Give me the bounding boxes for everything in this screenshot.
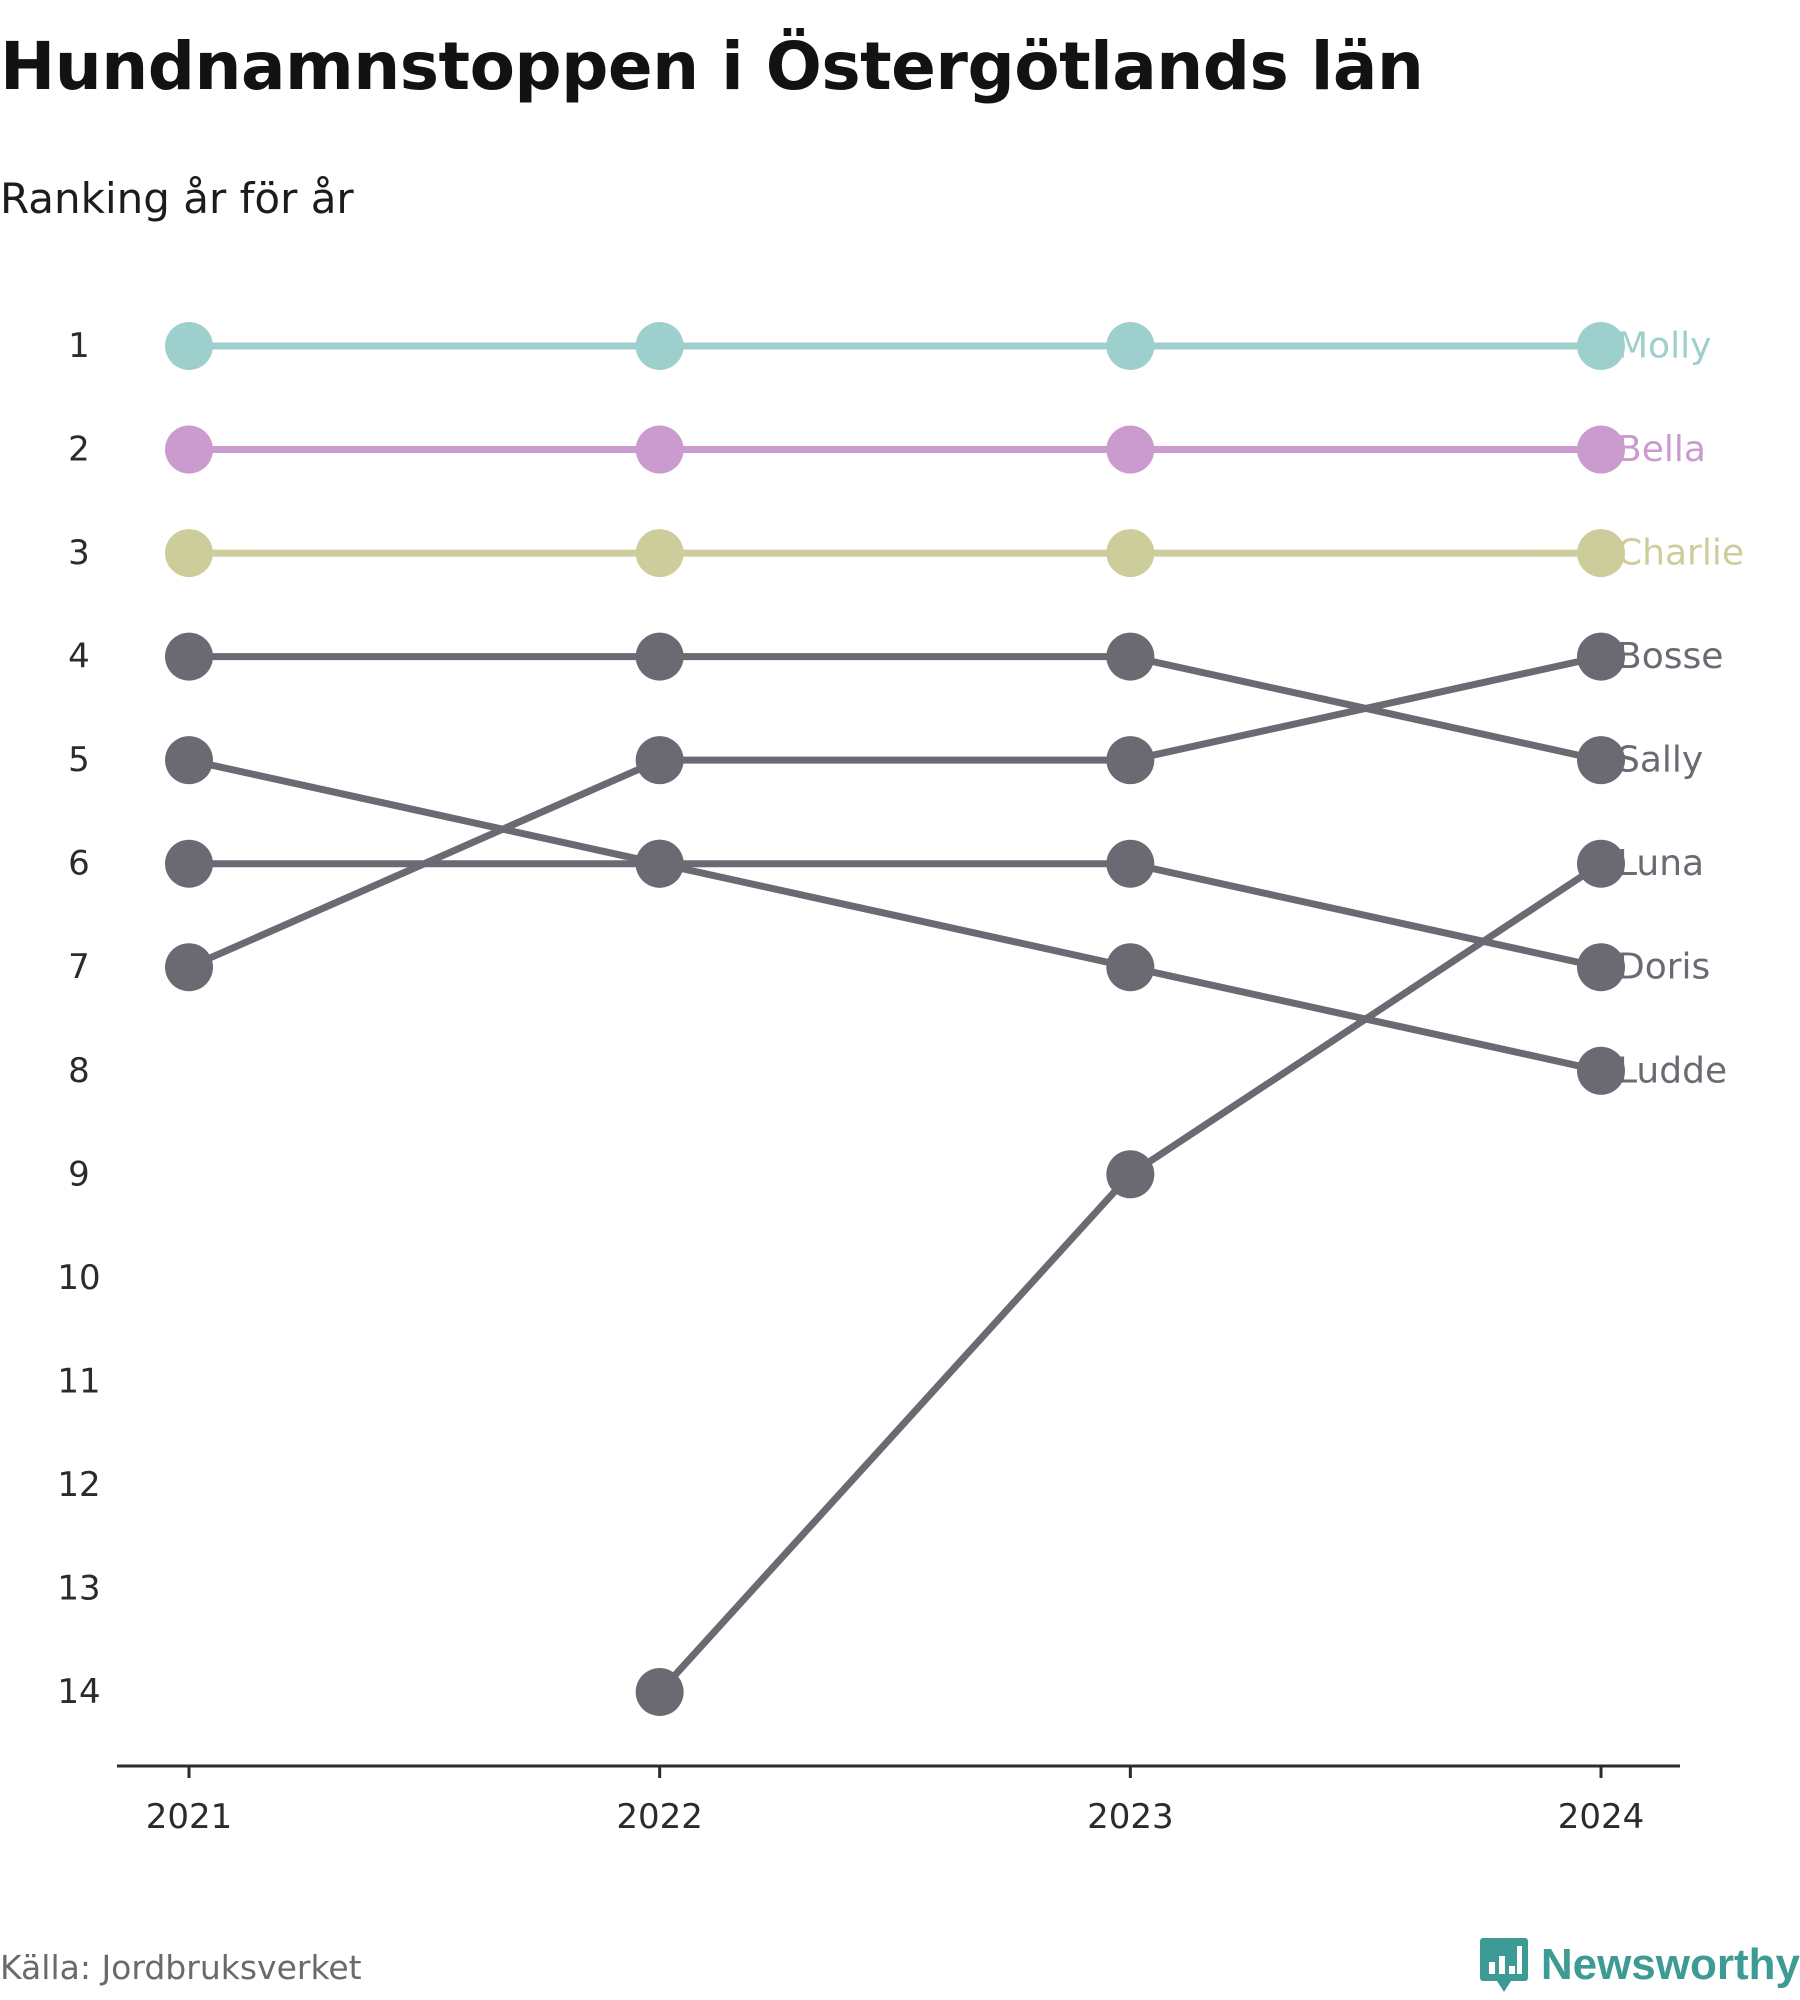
data-point-doris — [1106, 839, 1155, 888]
y-tick-label: 12 — [57, 1465, 100, 1505]
data-point-bella — [635, 425, 684, 474]
data-point-bosse — [635, 736, 684, 785]
data-point-molly — [165, 322, 213, 370]
data-point-bosse — [165, 943, 213, 992]
y-tick-label: 13 — [57, 1568, 100, 1608]
y-tick-label: 7 — [68, 947, 90, 987]
data-point-luna — [635, 1668, 684, 1716]
data-point-charlie — [1106, 529, 1155, 578]
y-tick-label: 1 — [68, 326, 90, 366]
series-label-sally: Sally — [1617, 740, 1703, 781]
y-tick-label: 6 — [68, 844, 90, 884]
data-point-sally — [1106, 632, 1155, 681]
data-point-bella — [1577, 425, 1625, 474]
brand-name: Newsworthy — [1540, 1940, 1800, 1989]
data-point-ludde — [165, 736, 213, 785]
y-tick-label: 2 — [68, 430, 90, 470]
y-tick-label: 14 — [57, 1672, 100, 1712]
x-tick-label: 2022 — [616, 1797, 703, 1837]
data-point-sally — [1577, 736, 1625, 785]
y-tick-label: 3 — [68, 533, 90, 573]
x-tick-label: 2023 — [1087, 1797, 1174, 1837]
series-label-bosse: Bosse — [1617, 636, 1723, 677]
series-label-doris: Doris — [1617, 947, 1710, 988]
data-point-ludde — [635, 839, 684, 888]
series-label-ludde: Ludde — [1617, 1050, 1727, 1091]
data-point-bosse — [1106, 736, 1155, 785]
x-tick-label: 2021 — [146, 1797, 233, 1837]
data-point-luna — [1577, 839, 1625, 888]
data-point-bella — [165, 425, 213, 474]
data-point-doris — [165, 839, 213, 888]
data-point-ludde — [1106, 943, 1155, 992]
brand-logo[interactable]: Newsworthy — [1479, 1936, 1800, 1994]
y-tick-label: 10 — [57, 1258, 100, 1298]
series-label-charlie: Charlie — [1617, 533, 1744, 574]
y-tick-label: 5 — [68, 740, 90, 780]
data-point-sally — [165, 632, 213, 681]
series-label-luna: Luna — [1617, 843, 1704, 884]
source-note: Källa: Jordbruksverket — [0, 1948, 362, 1987]
data-point-ludde — [1577, 1046, 1625, 1095]
newsworthy-logo-icon — [1479, 1938, 1528, 1992]
series-labels: Bosse Sally Luna Doris Ludde Molly Bella Charli… — [1617, 326, 1744, 1092]
series-line-doris — [185, 860, 1605, 971]
chart-title: Hundnamnstoppen i Östergötlands län — [0, 28, 1424, 105]
series-lines — [185, 342, 1605, 1696]
data-point-bella — [1106, 425, 1155, 474]
data-point-molly — [635, 322, 684, 370]
data-point-charlie — [635, 529, 684, 578]
series-points — [165, 322, 1625, 1716]
chart-subtitle: Ranking år för år — [0, 174, 354, 223]
y-tick-label: 11 — [57, 1361, 100, 1401]
y-tick-label: 4 — [68, 637, 90, 677]
data-point-charlie — [1577, 529, 1625, 578]
series-line-ludde — [185, 756, 1605, 1075]
x-tick-label: 2024 — [1558, 1797, 1645, 1837]
data-point-doris — [1577, 943, 1625, 992]
series-line-sally — [185, 653, 1605, 764]
data-point-charlie — [165, 529, 213, 578]
y-tick-label: 8 — [68, 1051, 90, 1091]
series-label-bella: Bella — [1617, 429, 1706, 470]
data-point-molly — [1577, 322, 1625, 370]
x-axis: 2021 2022 2023 2024 — [117, 1764, 1680, 1837]
y-tick-label: 9 — [68, 1154, 90, 1194]
series-label-molly: Molly — [1617, 326, 1711, 367]
data-point-sally — [635, 632, 684, 681]
data-point-molly — [1106, 322, 1155, 370]
data-point-luna — [1106, 1150, 1155, 1199]
data-point-bosse — [1577, 632, 1625, 681]
